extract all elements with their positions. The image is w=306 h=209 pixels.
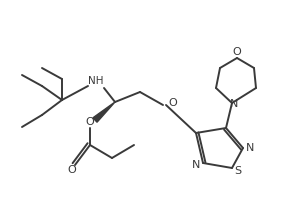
Text: S: S [234,166,241,176]
Text: O: O [168,98,177,108]
Text: N: N [192,160,200,170]
Text: O: O [68,165,76,175]
Text: N: N [246,143,254,153]
Text: O: O [86,117,94,127]
Text: N: N [230,99,238,109]
Text: NH: NH [88,76,104,86]
Polygon shape [93,102,115,122]
Text: O: O [233,47,241,57]
